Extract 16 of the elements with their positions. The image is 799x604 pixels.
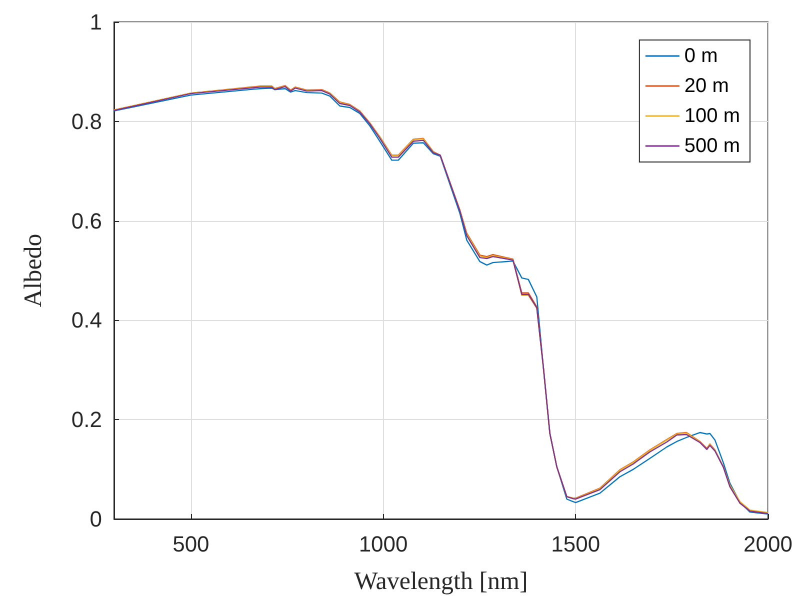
y-tick-label: 0 bbox=[90, 506, 102, 532]
y-tick-label: 1 bbox=[90, 10, 102, 34]
legend-label: 500 m bbox=[684, 135, 740, 157]
x-tick-label: 2000 bbox=[744, 532, 792, 556]
y-tick-label: 0.6 bbox=[71, 208, 102, 234]
legend-label: 100 m bbox=[684, 105, 740, 127]
y-tick-label: 0.4 bbox=[71, 308, 102, 333]
x-tick-label: 1000 bbox=[358, 532, 408, 556]
y-tick-label: 0.2 bbox=[71, 407, 102, 432]
legend-label: 0 m bbox=[684, 45, 718, 67]
y-axis-title: Albedo bbox=[20, 234, 47, 308]
x-tick-label: 1500 bbox=[551, 532, 600, 556]
x-axis-title: Wavelength [nm] bbox=[354, 568, 528, 595]
y-tick-label: 0.8 bbox=[71, 108, 102, 134]
legend-label: 20 m bbox=[684, 75, 729, 97]
x-tick-label: 500 bbox=[172, 532, 210, 556]
